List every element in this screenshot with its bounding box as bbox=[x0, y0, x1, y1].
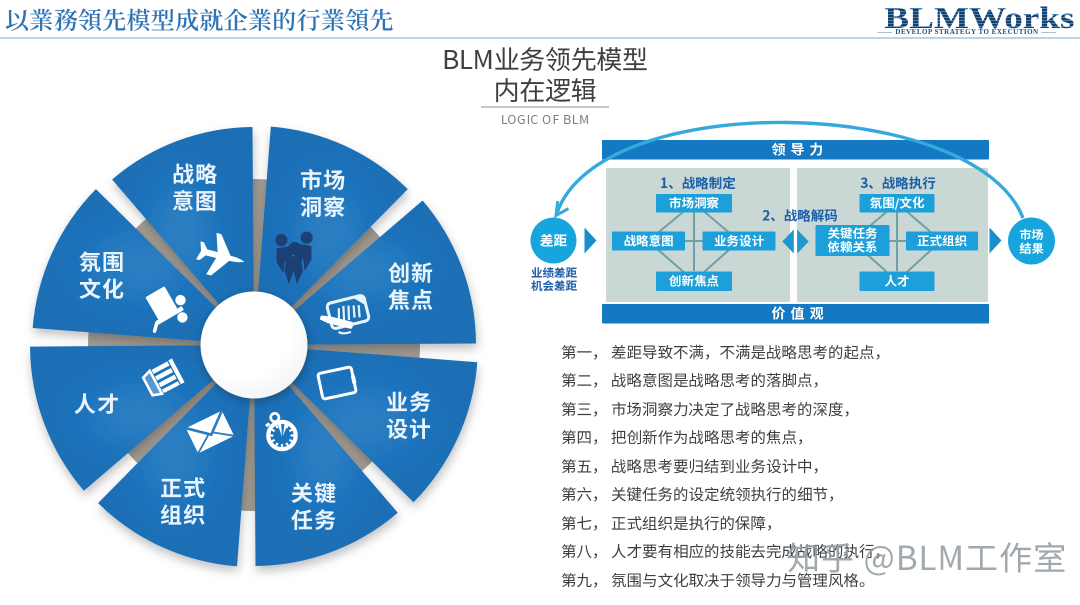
svg-text:正式: 正式 bbox=[160, 471, 206, 503]
svg-text:文化: 文化 bbox=[79, 272, 125, 304]
svg-text:战略: 战略 bbox=[172, 157, 218, 189]
svg-text:人才: 人才 bbox=[884, 271, 909, 290]
svg-text:任务: 任务 bbox=[291, 503, 337, 535]
svg-text:市场洞察: 市场洞察 bbox=[669, 193, 720, 212]
svg-text:设计: 设计 bbox=[386, 412, 432, 444]
svg-text:业绩差距: 业绩差距 bbox=[531, 265, 577, 281]
svg-text:氛围: 氛围 bbox=[79, 245, 125, 277]
svg-text:人才: 人才 bbox=[74, 387, 120, 419]
svg-text:焦点: 焦点 bbox=[388, 283, 434, 315]
svg-text:2、战略解码: 2、战略解码 bbox=[762, 205, 837, 225]
svg-text:价值观: 价值观 bbox=[772, 304, 829, 324]
svg-text:1、战略制定: 1、战略制定 bbox=[660, 172, 736, 192]
svg-text:业务: 业务 bbox=[386, 385, 432, 417]
svg-text:创新焦点: 创新焦点 bbox=[669, 271, 719, 290]
svg-text:氛围/文化: 氛围/文化 bbox=[870, 193, 925, 212]
svg-text:创新: 创新 bbox=[388, 256, 434, 288]
svg-text:市场: 市场 bbox=[1019, 226, 1043, 243]
svg-text:战略意图: 战略意图 bbox=[623, 231, 673, 250]
svg-text:3、战略执行: 3、战略执行 bbox=[860, 172, 935, 192]
svg-text:正式组织: 正式组织 bbox=[917, 231, 968, 250]
svg-text:结果: 结果 bbox=[1019, 240, 1043, 257]
svg-text:关键任务: 关键任务 bbox=[827, 223, 878, 242]
svg-text:依赖关系: 依赖关系 bbox=[827, 237, 877, 256]
svg-text:差距: 差距 bbox=[540, 230, 568, 250]
svg-text:业务设计: 业务设计 bbox=[714, 231, 764, 250]
svg-text:市场: 市场 bbox=[300, 163, 346, 195]
svg-text:洞察: 洞察 bbox=[300, 190, 346, 222]
svg-text:意图: 意图 bbox=[172, 184, 218, 216]
svg-text:领导力: 领导力 bbox=[772, 140, 829, 160]
svg-text:组织: 组织 bbox=[160, 498, 206, 530]
svg-text:机会差距: 机会差距 bbox=[531, 278, 577, 294]
svg-text:关键: 关键 bbox=[291, 476, 337, 508]
